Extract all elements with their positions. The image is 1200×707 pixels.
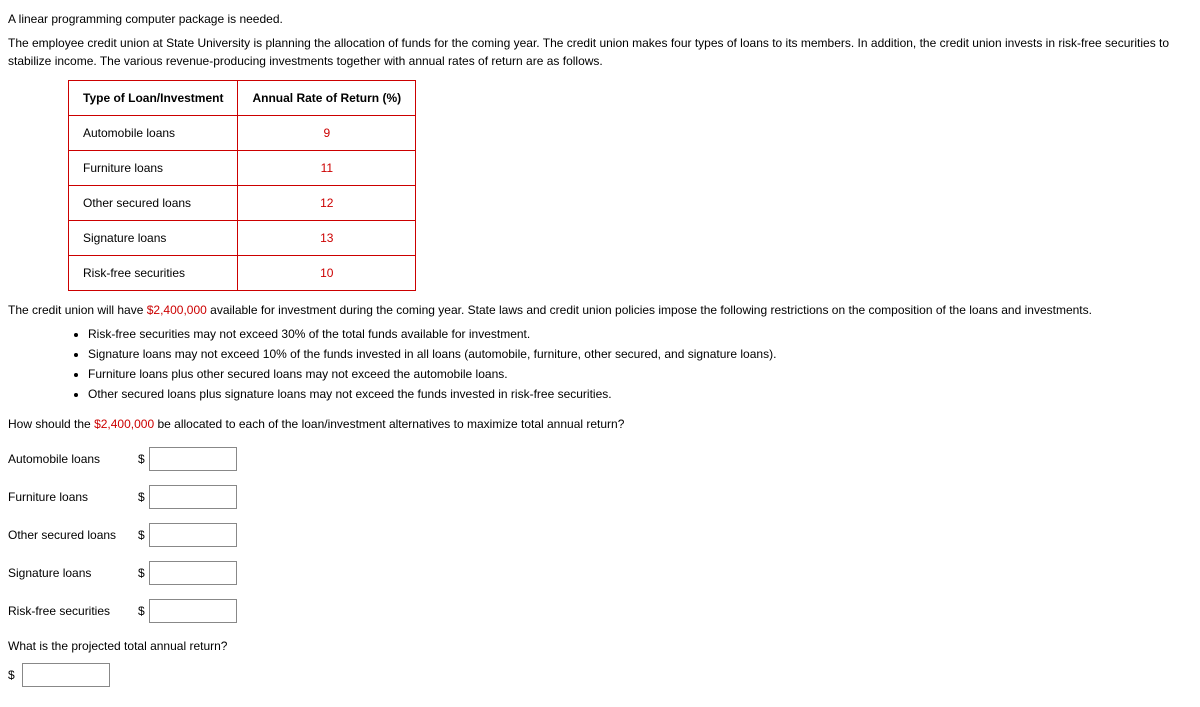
- dollar-sign: $: [138, 450, 145, 468]
- table-row: Other secured loans 12: [69, 186, 416, 221]
- table-row: Automobile loans 9: [69, 116, 416, 151]
- question-post-text: be allocated to each of the loan/investm…: [154, 417, 624, 431]
- loan-rate-cell: 12: [238, 186, 416, 221]
- input-label: Other secured loans: [8, 526, 138, 544]
- loan-name-cell: Furniture loans: [69, 151, 238, 186]
- amount-highlight: $2,400,000: [147, 303, 207, 317]
- constraint-item: Other secured loans plus signature loans…: [88, 385, 1192, 403]
- final-question: What is the projected total annual retur…: [8, 637, 1192, 655]
- table-row: Furniture loans 11: [69, 151, 416, 186]
- loan-rate-cell: 11: [238, 151, 416, 186]
- risk-free-securities-input[interactable]: [149, 599, 237, 623]
- dollar-sign: $: [138, 526, 145, 544]
- table-row: Risk-free securities 10: [69, 256, 416, 291]
- input-label: Automobile loans: [8, 450, 138, 468]
- middle-pre-text: The credit union will have: [8, 303, 147, 317]
- input-label: Furniture loans: [8, 488, 138, 506]
- problem-description: The employee credit union at State Unive…: [8, 34, 1192, 70]
- automobile-loans-input[interactable]: [149, 447, 237, 471]
- middle-post-text: available for investment during the comi…: [207, 303, 1092, 317]
- middle-paragraph: The credit union will have $2,400,000 av…: [8, 301, 1192, 319]
- loan-name-cell: Signature loans: [69, 221, 238, 256]
- dollar-sign: $: [138, 564, 145, 582]
- intro-line: A linear programming computer package is…: [8, 10, 1192, 28]
- loan-name-cell: Automobile loans: [69, 116, 238, 151]
- input-row-automobile: Automobile loans $: [8, 447, 1192, 471]
- loan-rate-cell: 9: [238, 116, 416, 151]
- rates-table: Type of Loan/Investment Annual Rate of R…: [68, 80, 416, 291]
- constraints-list: Risk-free securities may not exceed 30% …: [68, 325, 1192, 403]
- header-type: Type of Loan/Investment: [69, 81, 238, 116]
- input-label: Signature loans: [8, 564, 138, 582]
- furniture-loans-input[interactable]: [149, 485, 237, 509]
- loan-name-cell: Other secured loans: [69, 186, 238, 221]
- total-return-row: $: [8, 663, 1192, 687]
- dollar-sign: $: [138, 602, 145, 620]
- constraint-item: Risk-free securities may not exceed 30% …: [88, 325, 1192, 343]
- constraint-item: Signature loans may not exceed 10% of th…: [88, 345, 1192, 363]
- question-pre-text: How should the: [8, 417, 94, 431]
- loan-name-cell: Risk-free securities: [69, 256, 238, 291]
- signature-loans-input[interactable]: [149, 561, 237, 585]
- input-label: Risk-free securities: [8, 602, 138, 620]
- header-rate: Annual Rate of Return (%): [238, 81, 416, 116]
- allocation-inputs: Automobile loans $ Furniture loans $ Oth…: [8, 447, 1192, 623]
- allocation-question: How should the $2,400,000 be allocated t…: [8, 415, 1192, 433]
- other-secured-loans-input[interactable]: [149, 523, 237, 547]
- loan-rate-cell: 10: [238, 256, 416, 291]
- input-row-signature: Signature loans $: [8, 561, 1192, 585]
- constraint-item: Furniture loans plus other secured loans…: [88, 365, 1192, 383]
- input-row-furniture: Furniture loans $: [8, 485, 1192, 509]
- dollar-sign: $: [8, 668, 15, 682]
- total-return-input[interactable]: [22, 663, 110, 687]
- input-row-other-secured: Other secured loans $: [8, 523, 1192, 547]
- table-header-row: Type of Loan/Investment Annual Rate of R…: [69, 81, 416, 116]
- loan-rate-cell: 13: [238, 221, 416, 256]
- dollar-sign: $: [138, 488, 145, 506]
- amount-highlight: $2,400,000: [94, 417, 154, 431]
- input-row-risk-free: Risk-free securities $: [8, 599, 1192, 623]
- table-row: Signature loans 13: [69, 221, 416, 256]
